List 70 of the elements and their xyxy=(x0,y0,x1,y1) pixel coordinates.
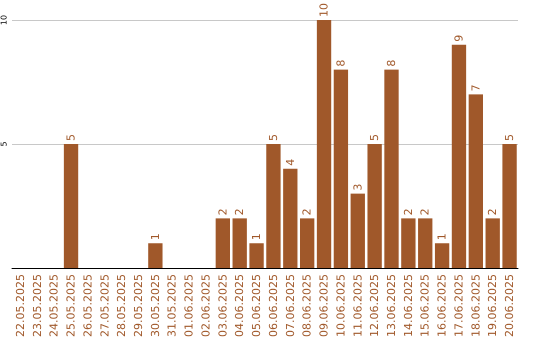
bar xyxy=(367,144,382,268)
x-tick-label: 20.06.2025 xyxy=(503,274,516,337)
data-label: 5 xyxy=(368,134,382,141)
bar xyxy=(216,218,230,268)
bar xyxy=(316,20,332,268)
bar xyxy=(502,144,517,268)
bar xyxy=(468,94,483,268)
bar xyxy=(452,44,466,268)
data-label: 5 xyxy=(503,134,516,141)
data-label: 10 xyxy=(318,3,331,17)
bar xyxy=(350,194,365,268)
data-label: 5 xyxy=(64,134,78,141)
x-tick-label: 14.06.2025 xyxy=(402,274,415,337)
data-label: 2 xyxy=(233,208,246,216)
x-tick-label: 15.06.2025 xyxy=(418,274,432,337)
data-label: 7 xyxy=(469,84,482,92)
x-tick-label: 31.05.2025 xyxy=(166,274,179,337)
bar xyxy=(283,168,298,268)
bar xyxy=(486,218,500,268)
x-tick-label: 06.06.2025 xyxy=(266,274,280,337)
x-tick-label: 09.06.2025 xyxy=(318,274,331,337)
bar xyxy=(148,243,163,268)
bar xyxy=(334,70,348,268)
data-label: 2 xyxy=(486,208,500,216)
x-tick-label: 24.05.2025 xyxy=(48,274,61,337)
x-tick-label: 03.06.2025 xyxy=(216,274,230,337)
data-label: 8 xyxy=(334,60,348,67)
bar xyxy=(249,243,264,268)
bar xyxy=(64,144,78,268)
x-tick-label: 19.06.2025 xyxy=(486,274,500,337)
x-tick-label: 30.05.2025 xyxy=(148,274,162,337)
x-tick-label: 07.06.2025 xyxy=(284,274,297,337)
x-tick-label: 17.06.2025 xyxy=(452,274,466,337)
x-tick-label: 28.05.2025 xyxy=(115,274,128,337)
data-label: 2 xyxy=(418,208,432,216)
data-label: 8 xyxy=(385,60,398,67)
x-tick-label: 22.05.2025 xyxy=(14,274,27,337)
x-tick-label: 16.06.2025 xyxy=(436,274,449,337)
bar xyxy=(266,144,281,268)
data-label: 5 xyxy=(266,134,280,141)
data-label: 2 xyxy=(402,208,415,216)
data-label: 1 xyxy=(148,233,162,240)
bar xyxy=(300,218,314,268)
bar xyxy=(384,70,399,268)
data-label: 1 xyxy=(436,233,449,240)
data-label: 3 xyxy=(351,184,364,191)
x-tick-label: 26.05.2025 xyxy=(81,274,94,337)
x-tick-label: 13.06.2025 xyxy=(385,274,398,337)
data-label: 2 xyxy=(300,208,314,216)
x-tick-label: 04.06.2025 xyxy=(233,274,246,337)
bar xyxy=(418,218,432,268)
x-tick-label: 10.06.2025 xyxy=(334,274,348,337)
bar xyxy=(434,243,450,268)
bar xyxy=(401,218,416,268)
x-tick-label: 18.06.2025 xyxy=(469,274,482,337)
x-tick-label: 05.06.2025 xyxy=(250,274,264,337)
x-tick-label: 27.05.2025 xyxy=(98,274,112,337)
data-label: 4 xyxy=(284,158,297,166)
x-tick-label: 12.06.2025 xyxy=(368,274,382,337)
x-tick-label: 08.06.2025 xyxy=(300,274,314,337)
x-tick-label: 25.05.2025 xyxy=(64,274,78,337)
data-label: 9 xyxy=(452,34,466,42)
data-label: 2 xyxy=(216,208,230,216)
x-tick-label: 02.06.2025 xyxy=(199,274,212,337)
data-label: 1 xyxy=(250,233,264,240)
bar xyxy=(232,218,247,268)
x-tick-label: 23.05.2025 xyxy=(30,274,44,337)
x-tick-label: 29.05.2025 xyxy=(132,274,145,337)
x-tick-label: 01.06.2025 xyxy=(182,274,196,337)
x-tick-label: 11.06.2025 xyxy=(351,274,364,337)
